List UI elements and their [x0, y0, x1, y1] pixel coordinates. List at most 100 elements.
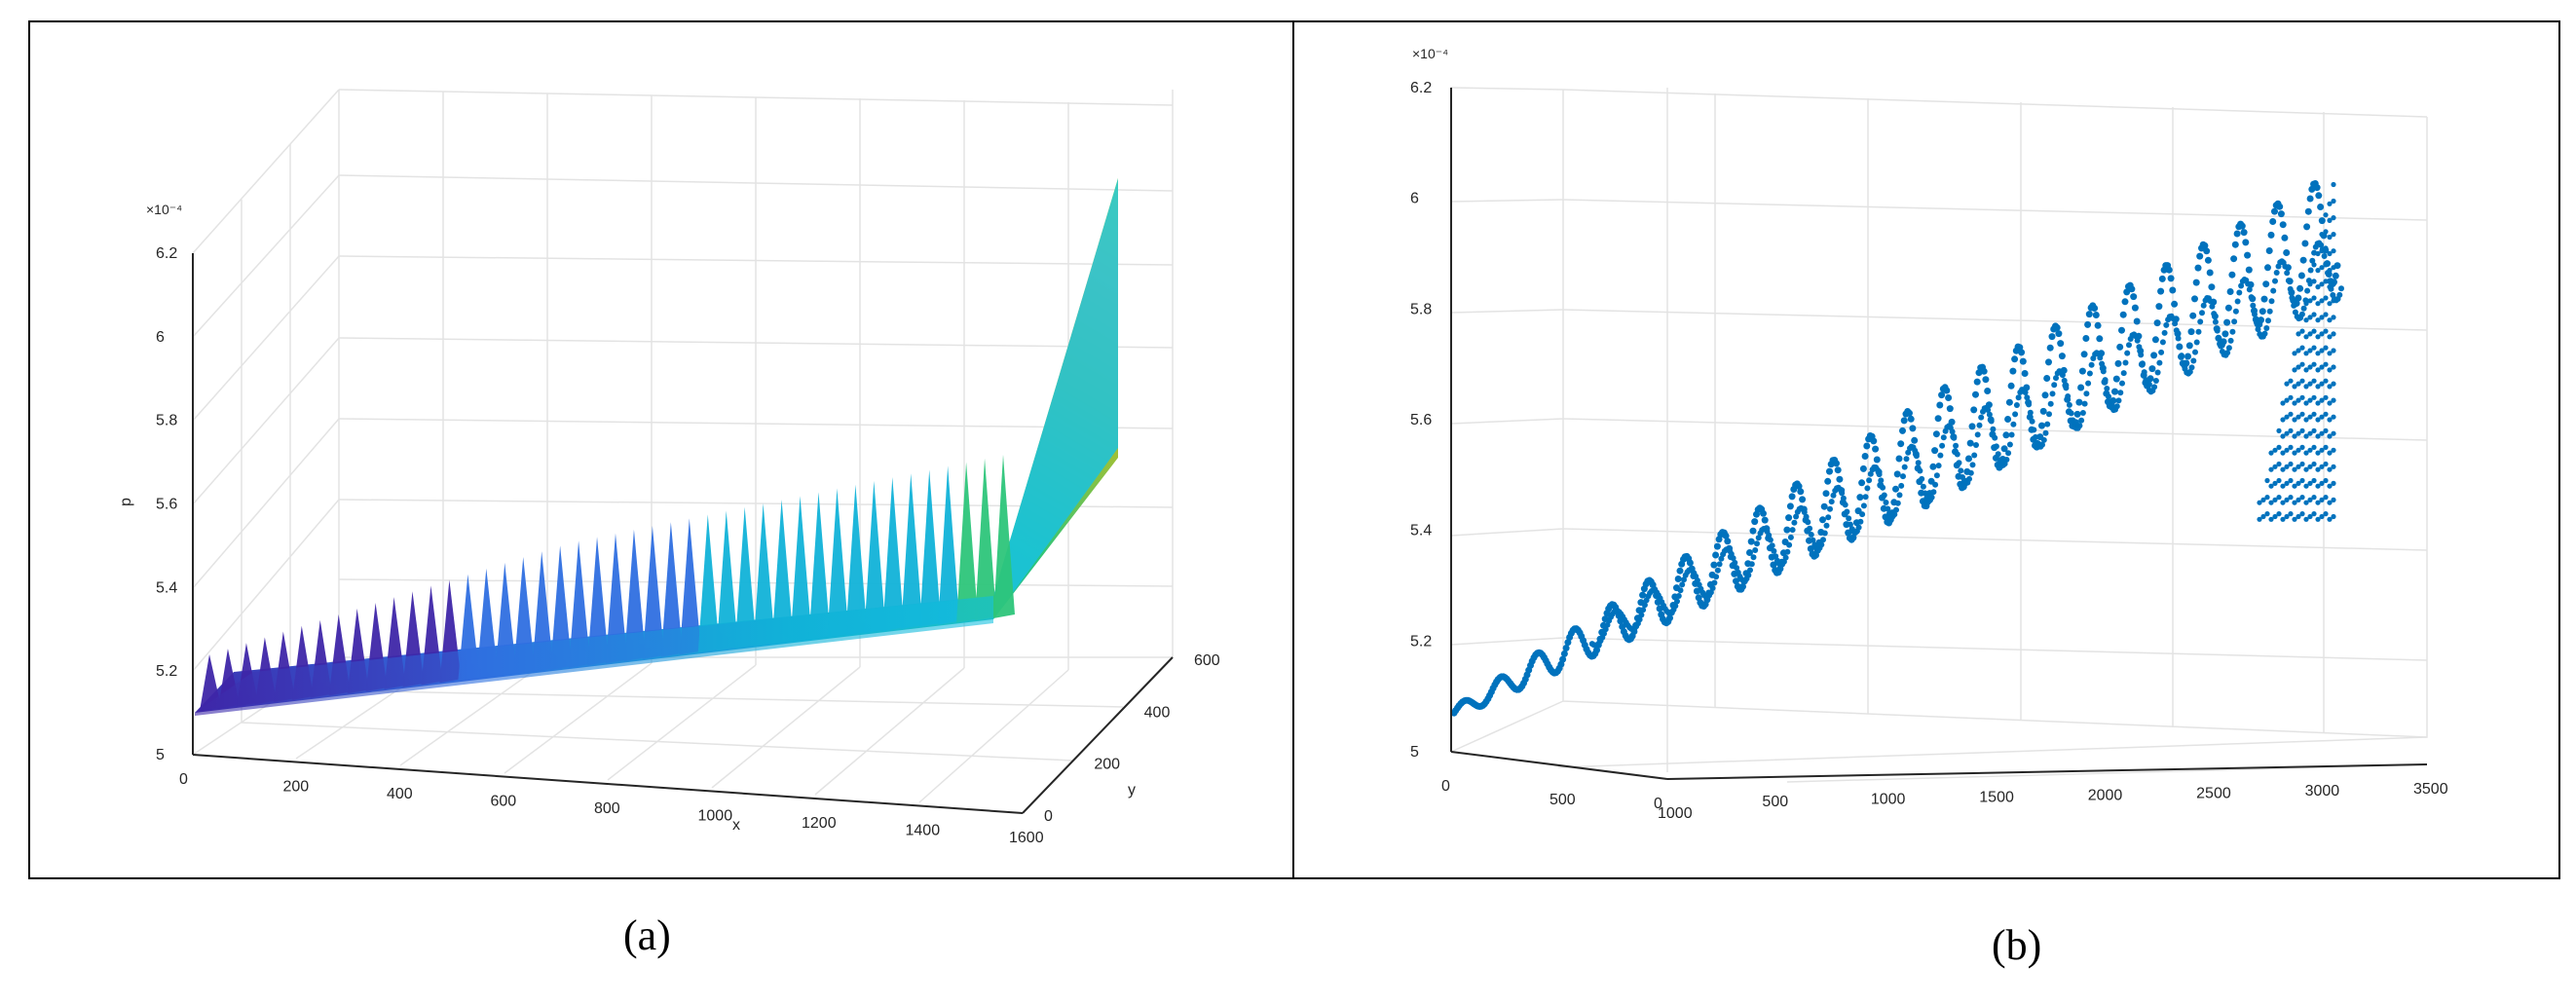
scatter-point [2299, 312, 2305, 317]
scatter-point [2311, 477, 2317, 484]
scatter-point [2327, 201, 2333, 206]
panel-a-p-axis-label: p [118, 498, 134, 506]
panel-b-exponent-label: ×10⁻⁴ [1412, 46, 1448, 61]
scatter-point [2133, 317, 2141, 325]
surface-ridge [734, 506, 757, 649]
scatter-point [1785, 514, 1793, 522]
scatter-point [2319, 248, 2325, 254]
scatter-point [2327, 466, 2333, 472]
scatter-point [2299, 345, 2305, 351]
scatter-point [2200, 302, 2207, 309]
scatter-point [2292, 500, 2297, 505]
scatter-point [2292, 384, 2297, 390]
scatter-point [1897, 440, 1905, 448]
scatter-point [2152, 378, 2159, 384]
scatter-point [1966, 439, 1974, 447]
scatter-point [2331, 464, 2336, 469]
scatter-point [1800, 505, 1808, 513]
scatter-point [1984, 388, 1992, 394]
scatter-point [1559, 655, 1567, 663]
scatter-point [1791, 519, 1798, 526]
scatter-point [2279, 221, 2287, 229]
scatter-point [2112, 375, 2120, 383]
panel-b-x-tick-label: 2500 [2196, 785, 2231, 801]
scatter-point [1872, 445, 1880, 453]
panel-b-x-tick-label: 500 [1762, 794, 1788, 810]
scatter-point [1651, 586, 1659, 593]
scatter-point [1861, 453, 1869, 460]
scatter-point [2150, 352, 2158, 359]
scatter-point [2276, 203, 2284, 210]
scatter-point [2306, 195, 2314, 203]
scatter-point [2315, 516, 2321, 522]
scatter-point [1858, 479, 1866, 487]
panel-a-y-tick-label: 600 [1194, 652, 1220, 669]
scatter-point [2079, 410, 2086, 416]
scatter-point [2206, 269, 2214, 277]
panel-b-y-tick-label: 0 [1441, 778, 1450, 795]
panel-a-p-tick-label: 6.2 [156, 245, 177, 262]
scatter-point [2323, 345, 2329, 351]
scatter-point [2284, 430, 2290, 436]
scatter-point [2005, 398, 2013, 406]
panel-b: 5 5.2 5.4 5.6 5.8 6 6.2 0 500 1000 1500 2000 2500 300… [1410, 46, 2448, 822]
scatter-point [2047, 400, 2054, 407]
scatter-point [2151, 384, 2158, 390]
scatter-point [2319, 497, 2325, 502]
panel-a-x-axis-label: x [732, 817, 740, 834]
scatter-point [1562, 645, 1570, 651]
scatter-point [2292, 450, 2297, 456]
scatter-point [2119, 380, 2125, 387]
scatter-point [1841, 510, 1848, 518]
scatter-point [1718, 555, 1725, 562]
scatter-point [2299, 477, 2305, 484]
scatter-point [2303, 317, 2309, 323]
scatter-point [2303, 450, 2309, 456]
panel-a-surface [195, 178, 1118, 716]
scatter-point [2201, 241, 2209, 249]
scatter-point [2300, 305, 2307, 312]
scatter-point [2156, 359, 2163, 366]
scatter-point [2039, 407, 2047, 415]
scatter-point [2323, 495, 2329, 501]
scatter-point [2268, 516, 2274, 522]
scatter-point [2327, 384, 2333, 390]
scatter-point [2082, 335, 2090, 342]
scatter-point [1783, 526, 1791, 534]
scatter-point [2331, 281, 2336, 287]
scatter-point [2319, 464, 2325, 469]
scatter-point [2272, 447, 2278, 453]
scatter-point [2315, 192, 2323, 200]
scatter-point [2296, 364, 2301, 370]
scatter-point [2331, 315, 2336, 320]
surface-ridge [790, 496, 812, 643]
scatter-point [1824, 477, 1832, 485]
scatter-point [2038, 422, 2045, 429]
scatter-point [2323, 444, 2329, 450]
panel-b-frame [1292, 20, 2560, 879]
panel-b-x-tick-label: 2000 [2088, 787, 2123, 803]
scatter-point [2303, 367, 2309, 373]
panel-b-p-tick-label: 6 [1410, 191, 1419, 207]
scatter-point [2158, 349, 2165, 355]
scatter-point [2296, 464, 2301, 469]
scatter-point [1690, 573, 1698, 579]
scatter-point [2319, 331, 2325, 337]
scatter-point [1838, 487, 1846, 495]
scatter-point [2307, 414, 2313, 420]
scatter-point [2327, 217, 2333, 223]
scatter-point [1813, 546, 1821, 554]
scatter-point [2331, 248, 2336, 254]
scatter-point [2299, 394, 2305, 400]
scatter-point [2288, 394, 2294, 400]
scatter-point [2062, 382, 2070, 390]
panel-a-x-tick-label: 600 [491, 794, 517, 810]
panel-b-scatter [1450, 180, 2344, 717]
scatter-point [2257, 516, 2262, 522]
scatter-point [2270, 287, 2277, 294]
scatter-point [2319, 430, 2325, 436]
scatter-point [2015, 394, 2022, 401]
scatter-point [2169, 286, 2177, 294]
scatter-point [1859, 511, 1866, 518]
scatter-point [2288, 378, 2294, 384]
